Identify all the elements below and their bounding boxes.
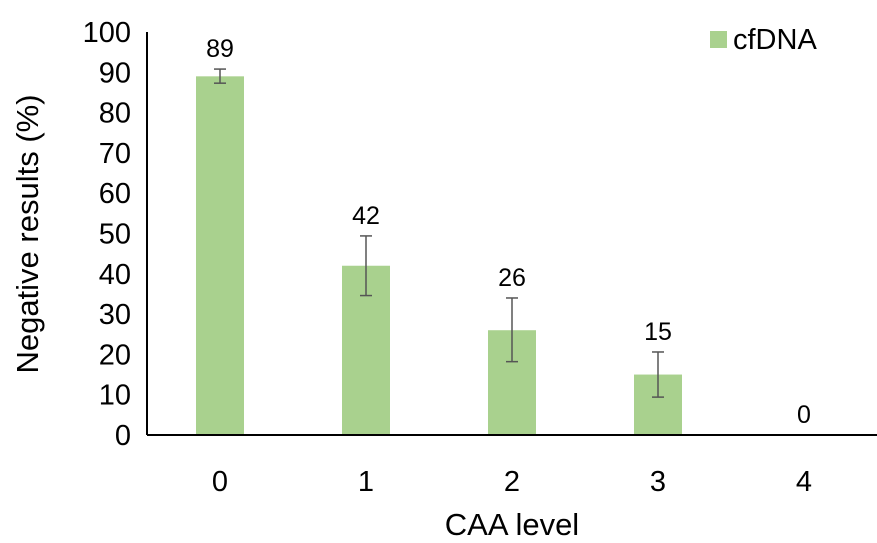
x-axis-title: CAA level — [445, 507, 579, 542]
bar-0 — [196, 76, 244, 435]
y-tick-label-100: 100 — [83, 17, 131, 49]
x-tick-label-3: 3 — [650, 466, 666, 498]
x-axis-ticks: 0 1 2 3 4 — [212, 466, 812, 498]
bars — [196, 76, 682, 435]
error-bars — [214, 68, 664, 398]
error-bar-2 — [506, 297, 518, 363]
data-label-4: 0 — [797, 401, 811, 429]
y-tick-label-70: 70 — [99, 138, 131, 170]
y-tick-label-10: 10 — [99, 380, 131, 412]
y-tick-label-40: 40 — [99, 259, 131, 291]
y-tick-label-30: 30 — [99, 299, 131, 331]
y-tick-label-50: 50 — [99, 219, 131, 251]
y-tick-label-60: 60 — [99, 178, 131, 210]
error-bar-0 — [214, 68, 226, 84]
error-bar-1 — [360, 235, 372, 297]
y-axis-ticks: 0 10 20 30 40 50 60 70 80 90 100 — [83, 17, 131, 452]
data-label-1: 42 — [352, 202, 380, 230]
y-tick-label-80: 80 — [99, 98, 131, 130]
data-labels: 89 42 26 15 0 — [206, 35, 811, 429]
y-tick-label-0: 0 — [115, 420, 131, 452]
x-tick-label-0: 0 — [212, 466, 228, 498]
x-tick-label-2: 2 — [504, 466, 520, 498]
error-bar-3 — [652, 351, 664, 398]
data-label-3: 15 — [644, 318, 672, 346]
y-tick-label-20: 20 — [99, 339, 131, 371]
x-tick-label-4: 4 — [796, 466, 812, 498]
legend-swatch — [710, 31, 727, 48]
legend: cfDNA — [710, 24, 817, 56]
data-label-2: 26 — [498, 264, 526, 292]
legend-label: cfDNA — [733, 24, 817, 56]
x-tick-label-1: 1 — [358, 466, 374, 498]
data-label-0: 89 — [206, 35, 234, 63]
y-tick-label-90: 90 — [99, 57, 131, 89]
y-axis-title: Negative results (%) — [10, 94, 45, 373]
